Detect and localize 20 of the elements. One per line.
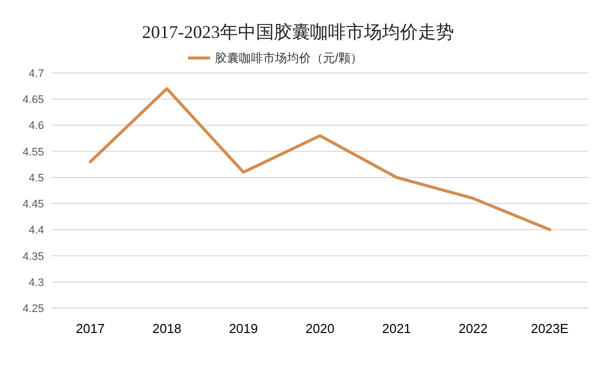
y-tick-label: 4.55: [22, 146, 44, 158]
chart-title: 2017-2023年中国胶囊咖啡市场均价走势: [142, 22, 454, 42]
x-tick-label: 2023E: [530, 321, 569, 336]
x-tick-label: 2021: [382, 321, 412, 336]
x-tick-label: 2019: [228, 321, 258, 336]
y-tick-label: 4.25: [22, 303, 44, 315]
y-tick-label: 4.4: [28, 224, 44, 237]
line-series: [88, 87, 552, 232]
y-tick-label: 4.45: [22, 198, 44, 211]
y-tick-label: 4.65: [22, 94, 44, 106]
y-tick-label: 4.7: [28, 68, 44, 80]
x-tick-label: 2017: [76, 321, 105, 336]
y-tick-label: 4.35: [22, 250, 44, 263]
x-tick-label: 2022: [458, 321, 488, 336]
y-tick-label: 4.3: [28, 276, 44, 289]
y-tick-label: 4.6: [28, 120, 44, 132]
y-tick-label: 4.5: [28, 172, 44, 184]
x-tick-label: 2020: [306, 321, 334, 336]
legend-label: 胶囊咖啡市场均价（元/颗）: [215, 51, 362, 65]
x-tick-label: 2018: [152, 321, 182, 336]
